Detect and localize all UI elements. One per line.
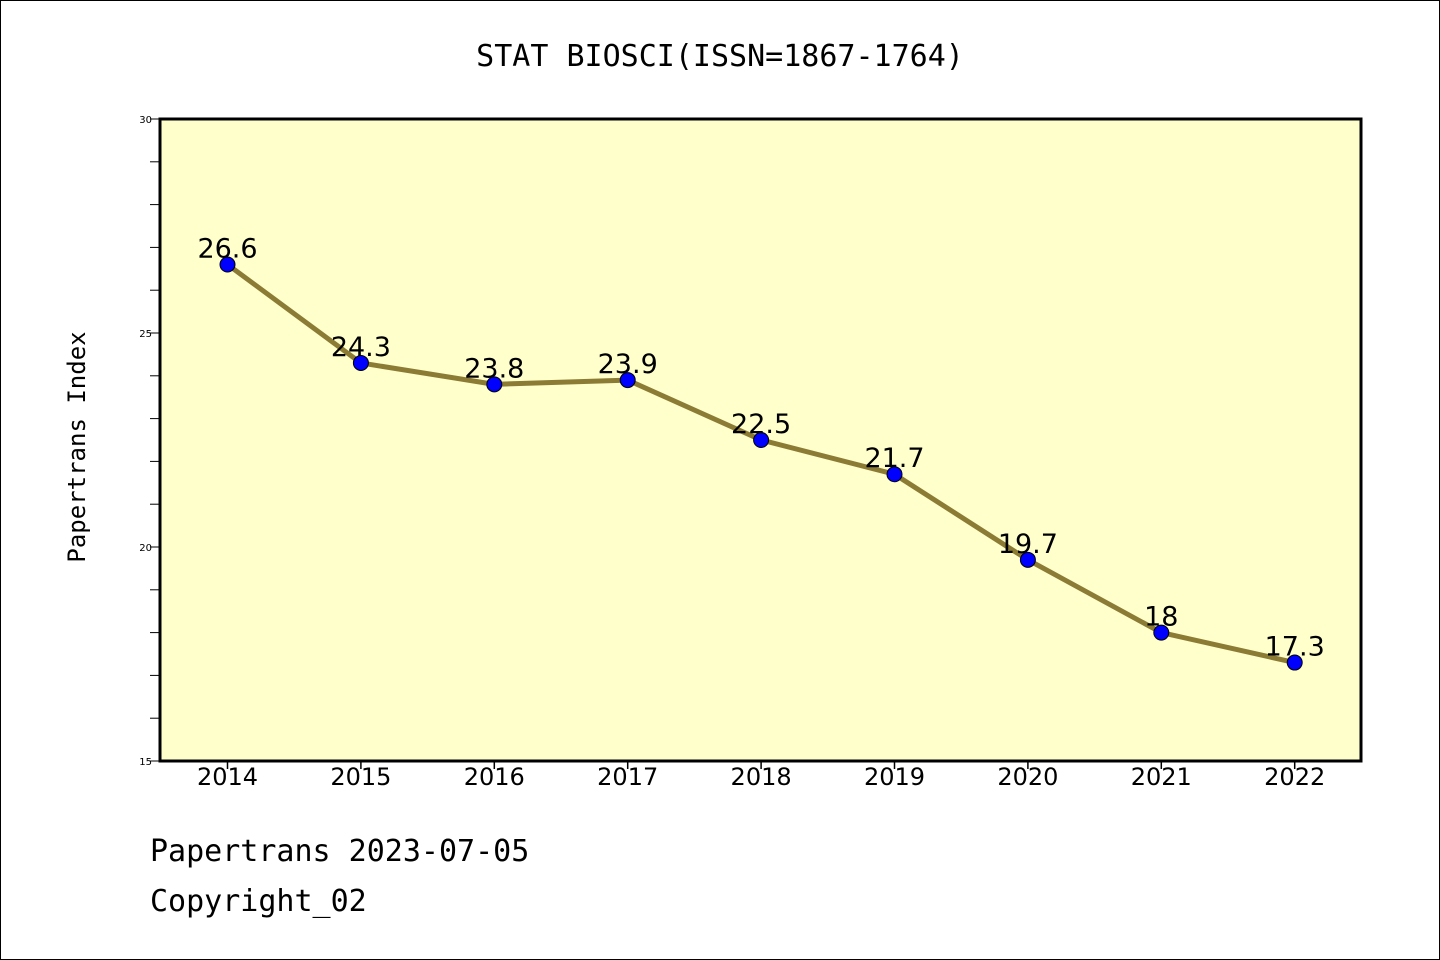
chart-title: STAT BIOSCI(ISSN=1867-1764) xyxy=(476,39,964,74)
x-tick-label: 2020 xyxy=(997,763,1058,791)
data-point xyxy=(619,372,636,389)
footer-date-text: Papertrans 2023-07-05 xyxy=(150,834,530,869)
footer-copyright-text: Copyright_02 xyxy=(150,884,367,919)
y-tick-label: 20 xyxy=(139,543,152,554)
x-tick-label: 2014 xyxy=(197,763,258,791)
x-tick-label: 2022 xyxy=(1264,763,1325,791)
y-tick-label: 30 xyxy=(139,115,152,126)
data-point xyxy=(886,466,903,483)
data-point xyxy=(1153,624,1170,641)
data-label: 24.3 xyxy=(331,332,391,363)
y-tick-label: 15 xyxy=(139,757,152,768)
data-label: 21.7 xyxy=(864,443,924,474)
x-tick-label: 2021 xyxy=(1131,763,1192,791)
data-point xyxy=(486,376,503,393)
data-point xyxy=(219,256,236,273)
data-label: 26.6 xyxy=(197,234,257,265)
y-axis: 15 20 25 30 xyxy=(139,115,160,768)
x-axis: 2014 2015 2016 2017 2018 2019 2020 2021 2022 xyxy=(197,761,1325,791)
y-tick-label: 25 xyxy=(139,329,152,340)
data-label: 22.5 xyxy=(731,409,791,440)
data-series: 26.6 24.3 23.8 23.9 22.5 21.7 19.7 18 17.3 xyxy=(197,234,1325,671)
data-point xyxy=(753,432,770,448)
data-point xyxy=(1019,551,1036,568)
x-tick-label: 2018 xyxy=(731,763,792,791)
x-tick-label: 2015 xyxy=(330,763,391,791)
data-point xyxy=(352,354,369,371)
x-tick-label: 2017 xyxy=(597,763,658,791)
x-tick-label: 2016 xyxy=(464,763,525,791)
data-point xyxy=(1286,654,1303,671)
data-label: 17.3 xyxy=(1265,632,1325,663)
data-label: 23.9 xyxy=(598,349,658,380)
x-tick-label: 2019 xyxy=(864,763,925,791)
y-axis-label: Papertrans Index xyxy=(63,331,91,562)
data-label: 18 xyxy=(1144,602,1178,633)
data-label: 19.7 xyxy=(998,529,1058,560)
data-label: 23.8 xyxy=(464,353,524,384)
